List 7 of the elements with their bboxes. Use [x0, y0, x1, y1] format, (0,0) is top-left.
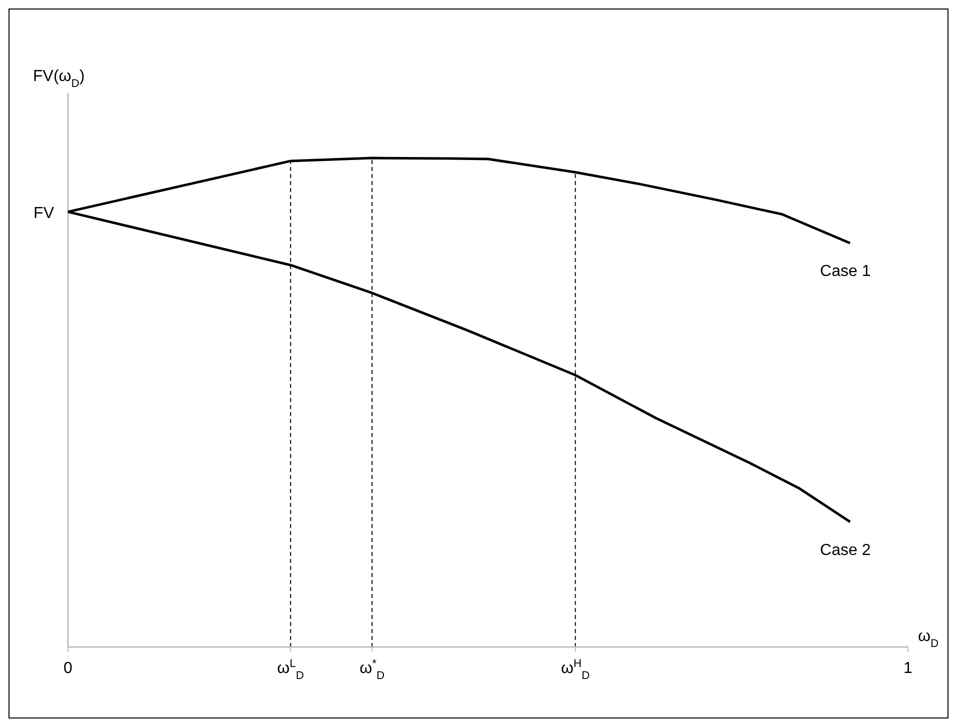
annotation: FV — [34, 204, 54, 222]
y-axis-title: FV(ω$_{D}$) — [33, 68, 85, 90]
x-tick-label: 1 — [904, 660, 913, 677]
x-tick-label: 0 — [64, 660, 73, 677]
x-axis-title: ω$_{D}$ — [918, 628, 939, 650]
series-label: Case 2 — [820, 542, 871, 559]
series-label: Case 1 — [820, 263, 871, 280]
